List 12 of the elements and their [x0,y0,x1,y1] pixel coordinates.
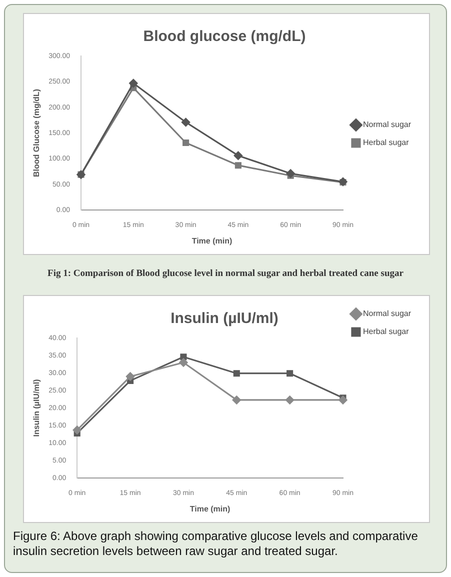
x-axis-title: Time (min) [190,504,231,514]
legend-label: Normal sugar [362,120,412,130]
y-axis-title: Blood Glucose (mg/dL) [32,88,42,177]
legend-label: Herbal sugar [362,138,410,148]
legend-label: Herbal sugar [362,327,410,336]
chart-title: Insulin (µIU/ml) [170,310,278,328]
x-axis-title: Time (min) [192,236,232,246]
y-axis-title: Insulin (µIU/ml) [32,378,42,437]
legend-label: Normal sugar [362,309,412,318]
caption: Figure 6: Above graph showing comparative glucose levels and comparative insulin secretion levels between raw sugar and treated sugar. [13,529,419,559]
caption: Fig 1: Comparison of Blood glucose level in normal sugar and herbal treated cane sugar [46,269,404,279]
chart-title: Blood glucose (mg/dL) [143,28,306,46]
